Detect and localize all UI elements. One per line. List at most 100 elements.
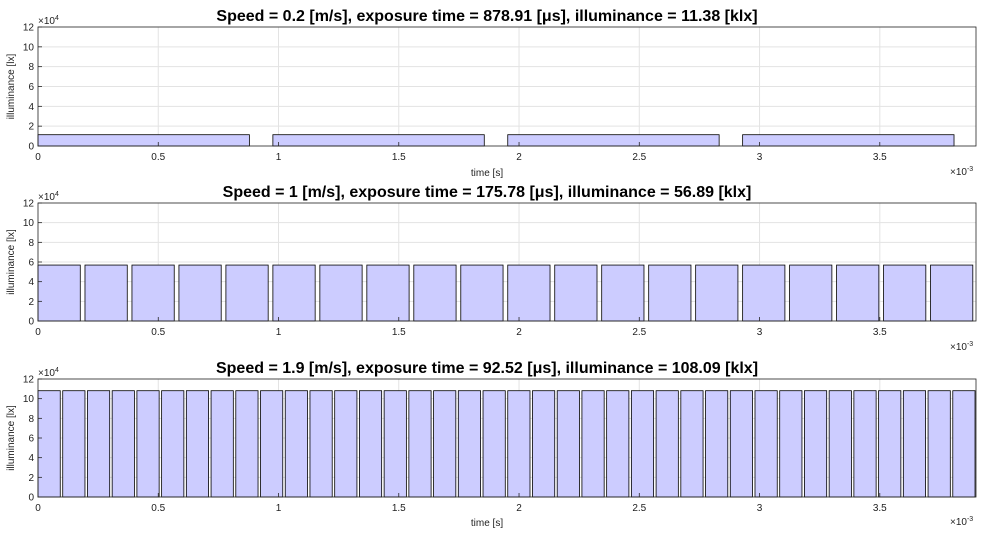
x-axis-label: time [s] (471, 518, 503, 529)
pulse-bar (804, 390, 828, 498)
y-tick-label: 12 (23, 23, 35, 34)
pulse-bar (695, 264, 739, 322)
x-exponent-power: -3 (967, 341, 973, 348)
x-tick-label: 1 (276, 327, 282, 338)
pulse-bar (655, 390, 679, 498)
y-tick-label: 6 (28, 258, 34, 269)
pulse-bar (556, 390, 580, 498)
pulse-bar (789, 264, 833, 322)
y-axis-label: illuminance [lx] (6, 229, 17, 295)
x-tick-label: 0 (35, 503, 41, 514)
pulse-bar (554, 264, 598, 322)
pulse-bar (853, 390, 877, 498)
y-exponent: ×104 (38, 191, 59, 203)
y-tick-label: 0 (28, 493, 34, 504)
pulse-bar (408, 390, 432, 498)
y-tick-label: 4 (28, 102, 34, 113)
x-tick-label: 3 (757, 152, 763, 163)
y-tick-label: 2 (28, 297, 34, 308)
y-tick-label: 10 (23, 218, 35, 229)
x-tick-label: 1 (276, 152, 282, 163)
pulse-bar (309, 390, 333, 498)
pulse-bar (507, 134, 720, 147)
x-tick-label: 2.5 (632, 503, 646, 514)
x-tick-label: 3.5 (873, 152, 887, 163)
pulse-bar (630, 390, 655, 498)
y-tick-label: 10 (23, 42, 35, 53)
y-exponent-base: ×10 (38, 368, 55, 379)
pulse-bar (754, 390, 778, 498)
x-tick-label: 0.5 (151, 327, 165, 338)
y-tick-label: 10 (23, 394, 35, 405)
pulse-bar (532, 390, 556, 498)
x-exponent: ×10-3 (950, 341, 973, 353)
y-tick-label: 4 (28, 453, 34, 464)
pulse-bar (648, 264, 692, 322)
pulse-bar (433, 390, 457, 498)
pulse-bar (507, 390, 531, 498)
x-tick-label: 3.5 (873, 327, 887, 338)
pulse-bar (828, 390, 852, 498)
pulse-bar (930, 264, 974, 322)
pulse-bar (742, 264, 786, 322)
x-tick-label: 3.5 (873, 503, 887, 514)
pulse-bar (260, 390, 284, 498)
pulse-bar (272, 264, 316, 322)
pulse-bar (457, 390, 481, 498)
pulse-bar (601, 264, 645, 322)
pulse-bar (581, 390, 605, 498)
y-tick-label: 0 (28, 317, 34, 328)
pulse-bar (952, 390, 976, 498)
y-exponent: ×104 (38, 15, 59, 27)
x-tick-label: 0.5 (151, 503, 165, 514)
pulse-bar (37, 390, 61, 498)
x-exponent: ×10-3 (950, 166, 973, 178)
y-tick-label: 0 (28, 142, 34, 153)
y-axis-label: illuminance [lx] (6, 53, 17, 119)
pulse-bar (729, 390, 753, 498)
y-tick-label: 8 (28, 238, 34, 249)
pulse-bar (225, 264, 269, 322)
x-exponent: ×10-3 (950, 516, 973, 528)
pulse-bar (178, 264, 222, 322)
x-tick-label: 2 (516, 327, 522, 338)
x-tick-label: 1.5 (392, 152, 406, 163)
pulse-bar (680, 390, 704, 498)
y-exponent-power: 4 (55, 367, 59, 374)
pulse-bar (359, 390, 383, 498)
x-tick-label: 2.5 (632, 152, 646, 163)
x-tick-label: 3 (757, 327, 763, 338)
x-tick-label: 0 (35, 327, 41, 338)
pulse-bar (878, 390, 902, 498)
y-exponent-power: 4 (55, 191, 59, 198)
pulse-bar (111, 390, 135, 498)
pulse-bar (413, 264, 457, 322)
pulse-bar (84, 264, 128, 322)
pulse-bar (235, 390, 259, 498)
pulse-bar (62, 390, 86, 498)
pulse-bar (606, 390, 630, 498)
pulse-bar (902, 390, 926, 498)
x-tick-label: 0 (35, 152, 41, 163)
pulse-bar (136, 390, 160, 498)
pulse-bar (87, 390, 111, 498)
pulse-bar (272, 134, 485, 147)
y-exponent-base: ×10 (38, 192, 55, 203)
pulse-bar (210, 390, 234, 498)
y-tick-label: 8 (28, 414, 34, 425)
pulse-bar (883, 264, 927, 322)
pulse-bar (131, 264, 175, 322)
pulse-bar (927, 390, 951, 498)
x-tick-label: 2.5 (632, 327, 646, 338)
y-tick-label: 12 (23, 375, 35, 386)
pulse-bar (37, 264, 81, 322)
chart-title: Speed = 1 [m/s], exposure time = 175.78 … (223, 184, 752, 201)
y-exponent-power: 4 (55, 15, 59, 22)
pulse-bar (460, 264, 504, 322)
y-tick-label: 8 (28, 62, 34, 73)
pulse-bar (37, 134, 250, 147)
x-tick-label: 1.5 (392, 503, 406, 514)
x-tick-label: 1 (276, 503, 282, 514)
chart-title: Speed = 1.9 [m/s], exposure time = 92.52… (216, 360, 758, 377)
